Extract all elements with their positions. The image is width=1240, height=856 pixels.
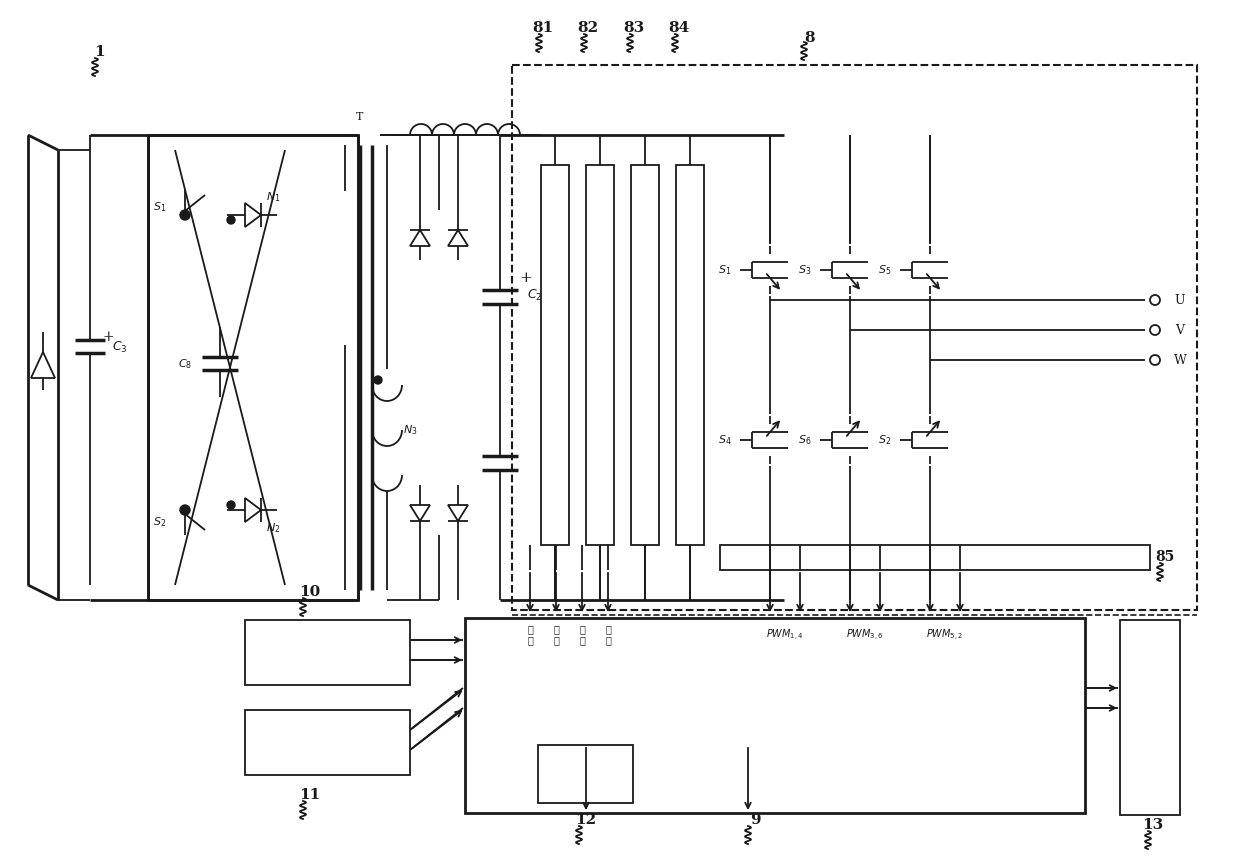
Text: $C_8$: $C_8$ bbox=[177, 357, 192, 371]
Text: $S_3$: $S_3$ bbox=[799, 263, 812, 276]
Bar bbox=[631, 165, 658, 545]
Text: $C_2$: $C_2$ bbox=[527, 288, 543, 302]
Text: +: + bbox=[102, 330, 114, 344]
Text: $S_1$: $S_1$ bbox=[154, 200, 166, 214]
Bar bbox=[246, 710, 410, 775]
Bar bbox=[148, 135, 358, 600]
Bar bbox=[512, 65, 1197, 610]
Bar bbox=[676, 165, 704, 545]
Text: $N_3$: $N_3$ bbox=[403, 423, 418, 437]
Text: 13: 13 bbox=[1142, 818, 1163, 832]
Circle shape bbox=[227, 501, 236, 509]
Text: $S_1$: $S_1$ bbox=[718, 263, 732, 276]
Bar bbox=[538, 745, 632, 803]
Text: 8: 8 bbox=[805, 31, 816, 45]
Bar bbox=[587, 165, 614, 545]
Text: W: W bbox=[1173, 354, 1187, 366]
Text: 欠
压: 欠 压 bbox=[579, 625, 585, 645]
Text: 12: 12 bbox=[575, 813, 596, 827]
Circle shape bbox=[1149, 355, 1159, 365]
Text: 82: 82 bbox=[578, 21, 599, 35]
Text: V: V bbox=[1176, 324, 1184, 336]
Text: 10: 10 bbox=[299, 585, 321, 599]
Text: 84: 84 bbox=[668, 21, 689, 35]
Circle shape bbox=[227, 216, 236, 224]
Text: 欠
磁: 欠 磁 bbox=[527, 625, 533, 645]
Circle shape bbox=[374, 376, 382, 384]
Circle shape bbox=[180, 210, 190, 220]
Text: $C_3$: $C_3$ bbox=[112, 340, 128, 354]
Bar bbox=[720, 545, 1149, 570]
Text: $S_6$: $S_6$ bbox=[799, 433, 812, 447]
Text: 9: 9 bbox=[750, 813, 760, 827]
Text: $PWM_{5,2}$: $PWM_{5,2}$ bbox=[926, 627, 963, 643]
Text: T: T bbox=[356, 112, 363, 122]
Text: 1: 1 bbox=[94, 45, 105, 59]
Bar bbox=[246, 620, 410, 685]
Text: U: U bbox=[1174, 294, 1185, 306]
Text: $N_1$: $N_1$ bbox=[265, 190, 280, 204]
Text: 过
流: 过 流 bbox=[605, 625, 611, 645]
Circle shape bbox=[180, 505, 190, 515]
Text: 85: 85 bbox=[1156, 550, 1174, 564]
Text: $S_5$: $S_5$ bbox=[878, 263, 892, 276]
Text: 81: 81 bbox=[532, 21, 553, 35]
Circle shape bbox=[1149, 325, 1159, 335]
Text: 83: 83 bbox=[624, 21, 645, 35]
Text: $PWM_{3,6}$: $PWM_{3,6}$ bbox=[846, 627, 884, 643]
Text: 过
热: 过 热 bbox=[553, 625, 559, 645]
Text: +: + bbox=[520, 271, 532, 285]
Bar bbox=[541, 165, 569, 545]
Bar bbox=[1120, 620, 1180, 815]
Text: $PWM_{1,4}$: $PWM_{1,4}$ bbox=[766, 627, 804, 643]
Circle shape bbox=[1149, 295, 1159, 305]
Text: $S_2$: $S_2$ bbox=[154, 515, 166, 529]
Text: $S_4$: $S_4$ bbox=[718, 433, 732, 447]
Bar bbox=[465, 618, 1085, 813]
Text: 11: 11 bbox=[299, 788, 321, 802]
Text: $N_2$: $N_2$ bbox=[265, 521, 280, 535]
Text: $S_2$: $S_2$ bbox=[878, 433, 892, 447]
